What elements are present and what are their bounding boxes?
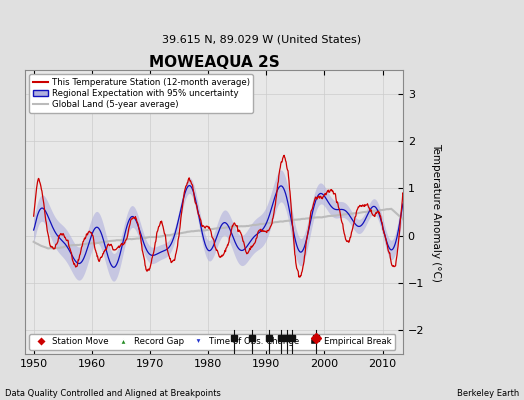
Text: 39.615 N, 89.029 W (United States): 39.615 N, 89.029 W (United States) bbox=[162, 34, 362, 44]
Text: Berkeley Earth: Berkeley Earth bbox=[456, 389, 519, 398]
Text: Data Quality Controlled and Aligned at Breakpoints: Data Quality Controlled and Aligned at B… bbox=[5, 389, 221, 398]
Legend: Station Move, Record Gap, Time of Obs. Change, Empirical Break: Station Move, Record Gap, Time of Obs. C… bbox=[29, 334, 396, 350]
Title: MOWEAQUA 2S: MOWEAQUA 2S bbox=[148, 55, 279, 70]
Y-axis label: Temperature Anomaly (°C): Temperature Anomaly (°C) bbox=[431, 143, 441, 282]
